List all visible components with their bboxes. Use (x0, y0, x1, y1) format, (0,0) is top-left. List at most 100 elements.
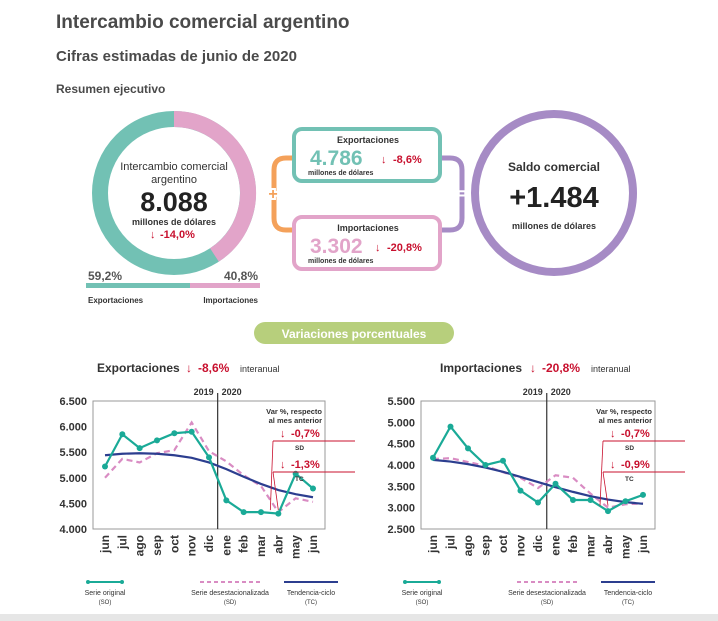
x-tick-label: sep (479, 535, 493, 556)
data-point (223, 497, 230, 504)
legend-dot (86, 580, 90, 584)
annotation-tc-label: TC (295, 476, 304, 483)
legend-label: Tendencia-ciclo (287, 590, 335, 597)
annotation-sd-value: -0,7% (621, 428, 650, 440)
down-arrow-icon: ↓ (610, 428, 616, 440)
y-tick-label: 6.000 (59, 422, 87, 434)
x-tick-label: jul (115, 535, 129, 550)
data-point (154, 437, 160, 444)
year-label-prev: 2019 (523, 387, 543, 397)
annotation-header-line1: Var %, respecto (596, 407, 652, 416)
legend-label: Serie original (85, 590, 126, 597)
legend-label: Serie original (402, 590, 443, 597)
y-tick-label: 6.500 (59, 396, 87, 408)
data-point (500, 457, 506, 464)
down-arrow-icon: ↓ (610, 459, 616, 471)
exports-box-title: Exportaciones (337, 135, 399, 145)
annotation-header-line2: al mes anterior (599, 416, 652, 425)
data-point (465, 445, 471, 452)
legend-sublabel: (SD) (541, 600, 553, 606)
variations-banner (254, 322, 454, 344)
y-tick-label: 5.500 (59, 447, 87, 459)
x-tick-label: may (289, 535, 303, 559)
y-tick-label: 4.000 (387, 460, 415, 472)
annotation-tc-label: TC (625, 476, 634, 483)
data-point (447, 423, 454, 430)
plus-bracket (271, 155, 296, 233)
donut-unit: millones de dólares (132, 217, 216, 227)
imports-box-change: -20,8% (387, 242, 422, 254)
x-tick-label: oct (496, 535, 510, 553)
imports-chart-change-suffix: interanual (591, 364, 631, 374)
legend-sublabel: (SD) (224, 600, 236, 606)
x-tick-label: abr (601, 535, 615, 554)
imports-box-unit: millones de dólares (308, 258, 373, 265)
legend-sublabel: (SO) (99, 600, 112, 606)
x-tick-label: may (619, 535, 633, 559)
annotation-header-line2: al mes anterior (269, 416, 322, 425)
down-arrow-icon: ↓ (280, 459, 286, 471)
y-tick-label: 5.500 (387, 396, 415, 408)
trade-donut: Intercambio comercial argentino 8.088 mi… (92, 111, 256, 275)
down-arrow-icon: ↓ (186, 361, 192, 375)
imports-chart-title: Importaciones (440, 361, 522, 375)
bottom-strip (0, 614, 718, 621)
x-tick-label: ene (219, 535, 233, 556)
exports-legend: Serie original (SO) Serie desestacionaliza… (85, 580, 338, 606)
balance-circle (471, 110, 637, 276)
exports-box-change: -8,6% (393, 154, 422, 166)
x-tick-label: mar (584, 535, 598, 557)
imports-box-title: Importaciones (337, 223, 399, 233)
minus-sign: - (459, 182, 465, 202)
annotation-tc-value: -0,9% (621, 459, 650, 471)
series-line-trend-cycle (432, 458, 644, 505)
x-tick-label: abr (271, 535, 285, 554)
import-share-bar (190, 283, 260, 288)
legend-label: Serie desestacionalizada (191, 590, 269, 597)
imports-legend: Serie original (SO) Serie desestacionaliza… (402, 580, 655, 606)
data-point (640, 491, 646, 498)
series-line-trend-cycle (104, 452, 314, 499)
exports-box (292, 127, 442, 183)
data-point (310, 485, 316, 492)
balance-title: Saldo comercial (508, 160, 600, 174)
legend-label: Serie desestacionalizada (508, 590, 586, 597)
donut-change: -14,0% (160, 229, 195, 241)
year-label-curr: 2020 (551, 387, 571, 397)
y-tick-label: 3.500 (387, 481, 415, 493)
x-tick-label: nov (514, 535, 528, 557)
y-tick-label: 4.500 (387, 439, 415, 451)
y-tick-label: 2.500 (387, 524, 415, 536)
legend-dot (120, 580, 124, 584)
legend-sublabel: (TC) (305, 600, 317, 606)
x-tick-label: oct (167, 535, 181, 553)
import-share-label: 40,8% (224, 269, 258, 283)
export-share-label: 59,2% (88, 269, 122, 283)
annotation-sd-leader (599, 440, 604, 506)
legend-dot (403, 580, 407, 584)
x-tick-label: jun (636, 535, 650, 554)
year-label-prev: 2019 (194, 387, 214, 397)
x-tick-label: feb (566, 535, 580, 553)
x-tick-label: mar (254, 535, 268, 557)
x-tick-label: ene (549, 535, 563, 556)
exports-chart-change-suffix: interanual (240, 364, 280, 374)
export-share-bar (86, 283, 190, 288)
imports-chart-change: -20,8% (542, 361, 580, 375)
data-point (605, 508, 611, 515)
down-arrow-icon: ↓ (150, 229, 156, 241)
down-arrow-icon: ↓ (530, 361, 536, 375)
annotation-tc-leader (272, 471, 279, 511)
summary-graphic: Intercambio comercial argentino 8.088 mi… (86, 110, 637, 344)
imports-box (292, 215, 442, 271)
x-tick-label: sep (150, 535, 164, 556)
legend-sublabel: (TC) (622, 600, 634, 606)
x-tick-label: jul (444, 535, 458, 550)
data-point (622, 498, 629, 505)
annotation-header-line1: Var %, respecto (266, 407, 322, 416)
x-tick-label: jun (306, 535, 320, 554)
annotation-sd-label: SD (295, 445, 304, 452)
legend-sublabel: (SO) (416, 600, 429, 606)
donut-label-line1: Intercambio comercial (120, 161, 228, 173)
